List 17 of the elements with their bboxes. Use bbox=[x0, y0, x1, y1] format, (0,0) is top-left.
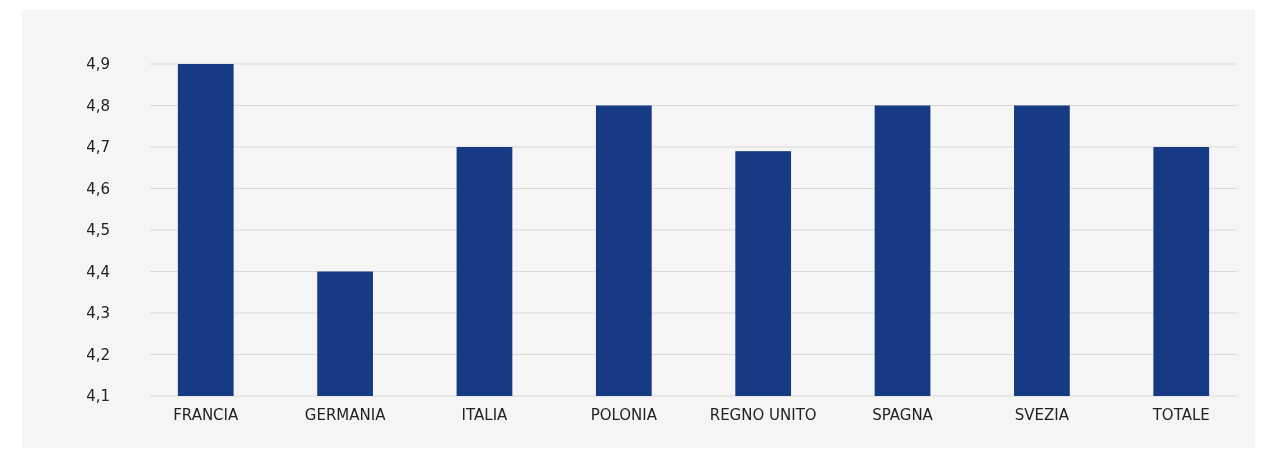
x-tick-label: GERMANIA bbox=[304, 406, 387, 424]
y-tick-label: 4,9 bbox=[86, 55, 110, 74]
x-tick-label: POLONIA bbox=[590, 406, 658, 424]
x-tick-label: REGNO UNITO bbox=[709, 406, 817, 424]
x-tick-label: SPAGNA bbox=[872, 406, 934, 424]
x-tick-label: FRANCIA bbox=[173, 406, 240, 424]
y-tick-label: 4,5 bbox=[86, 221, 110, 240]
y-tick-label: 4,6 bbox=[86, 179, 110, 198]
y-tick-label: 4,8 bbox=[86, 96, 110, 115]
x-tick-label: TOTALE bbox=[1151, 406, 1210, 424]
y-tick-label: 4,4 bbox=[86, 262, 110, 281]
y-tick-label: 4,2 bbox=[86, 345, 110, 364]
y-tick-label: 4,3 bbox=[86, 304, 110, 323]
x-tick-label: SVEZIA bbox=[1014, 406, 1070, 424]
y-tick-label: 4,1 bbox=[86, 387, 110, 406]
y-tick-label: 4,7 bbox=[86, 138, 110, 157]
x-tick-label: ITALIA bbox=[461, 406, 509, 424]
